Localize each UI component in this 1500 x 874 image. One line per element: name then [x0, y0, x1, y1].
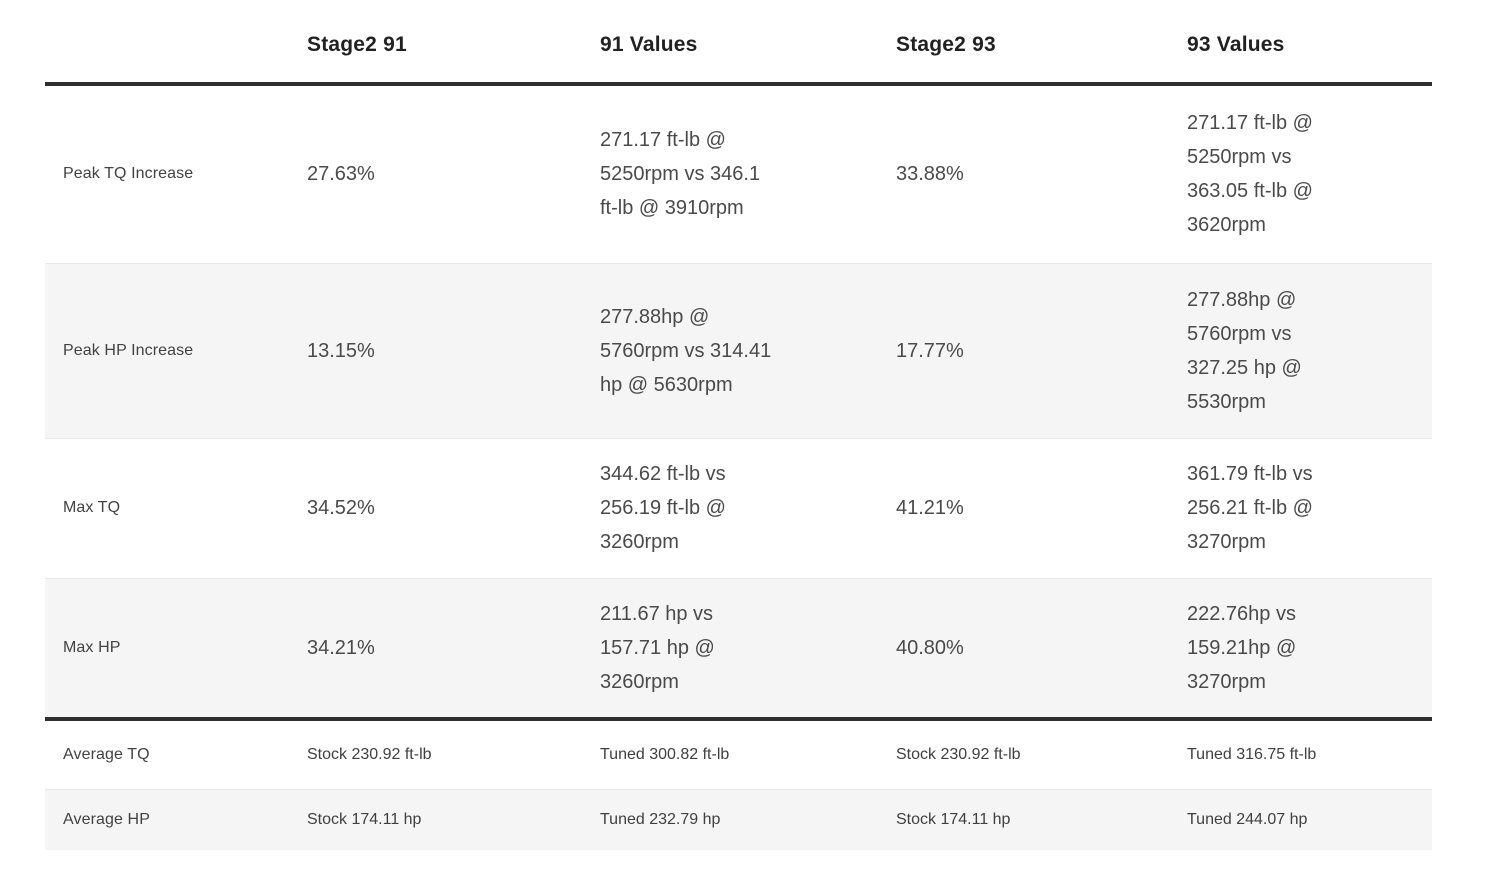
table-cell-stage2-93: 40.80%	[896, 636, 964, 659]
table-row-peak-tq-increase: Peak TQ Increase 27.63% 271.17 ft-lb @ 5…	[45, 84, 1432, 263]
table-cell-stage2-93: 17.77%	[896, 339, 964, 362]
table-cell-stage2-91: 27.63%	[307, 163, 375, 186]
table-cell-stage2-91: 34.21%	[307, 636, 375, 659]
row-label: Peak HP Increase	[63, 341, 194, 359]
table-cell-91-values: 277.88hp @ 5760rpm vs 314.41 hp @ 5630rp…	[600, 305, 772, 396]
table-cell-93-values: 222.76hp vs 159.21hp @ 3270rpm	[1187, 602, 1297, 693]
table-body: Peak TQ Increase 27.63% 271.17 ft-lb @ 5…	[45, 84, 1432, 850]
table-cell-91-values: 271.17 ft-lb @ 5250rpm vs 346.1 ft-lb @ …	[600, 129, 761, 220]
table-cell-91-values: 344.62 ft-lb vs 256.19 ft-lb @ 3260rpm	[600, 463, 726, 553]
table-cell-stage2-91: 13.15%	[307, 339, 375, 362]
dyno-comparison-table-wrap: Stage2 91 91 Values Stage2 93 93 Values …	[45, 0, 1432, 850]
table-cell-stage2-91: 34.52%	[307, 497, 375, 519]
row-label: Average TQ	[63, 745, 150, 763]
table-cell-91-values: 211.67 hp vs 157.71 hp @ 3260rpm	[600, 602, 715, 693]
column-header-stage2-91: Stage2 91	[289, 0, 582, 86]
table-cell-93-values: Tuned 316.75 ft-lb	[1187, 745, 1317, 763]
dyno-comparison-table: Stage2 91 91 Values Stage2 93 93 Values …	[45, 0, 1432, 850]
column-header-91-values: 91 Values	[582, 0, 878, 86]
table-row-max-tq: Max TQ 34.52% 344.62 ft-lb vs 256.19 ft-…	[45, 438, 1432, 578]
column-header-blank	[45, 0, 289, 86]
header-row: Stage2 91 91 Values Stage2 93 93 Values	[45, 0, 1432, 86]
column-header-stage2-93: Stage2 93	[878, 0, 1169, 86]
table-header: Stage2 91 91 Values Stage2 93 93 Values	[45, 0, 1432, 86]
row-label: Max TQ	[63, 499, 121, 516]
table-cell-stage2-93: 41.21%	[896, 497, 964, 519]
table-cell-stage2-93: Stock 174.11 hp	[896, 810, 1011, 828]
table-cell-91-values: Tuned 300.82 ft-lb	[600, 745, 730, 763]
table-cell-stage2-93: Stock 230.92 ft-lb	[896, 745, 1021, 763]
table-cell-stage2-93: 33.88%	[896, 163, 964, 186]
table-cell-93-values: Tuned 244.07 hp	[1187, 810, 1308, 828]
row-label: Peak TQ Increase	[63, 165, 194, 183]
table-row-average-hp: Average HP Stock 174.11 hp Tuned 232.79 …	[45, 789, 1432, 850]
table-cell-stage2-91: Stock 230.92 ft-lb	[307, 745, 432, 763]
table-row-average-tq: Average TQ Stock 230.92 ft-lb Tuned 300.…	[45, 719, 1432, 789]
table-cell-91-values: Tuned 232.79 hp	[600, 810, 721, 828]
table-cell-93-values: 361.79 ft-lb vs 256.21 ft-lb @ 3270rpm	[1187, 463, 1313, 553]
column-header-93-values: 93 Values	[1169, 0, 1432, 86]
table-cell-stage2-91: Stock 174.11 hp	[307, 810, 422, 828]
table-row-max-hp: Max HP 34.21% 211.67 hp vs 157.71 hp @ 3…	[45, 578, 1432, 719]
table-cell-93-values: 271.17 ft-lb @ 5250rpm vs 363.05 ft-lb @…	[1187, 112, 1313, 237]
table-row-peak-hp-increase: Peak HP Increase 13.15% 277.88hp @ 5760r…	[45, 263, 1432, 438]
row-label: Average HP	[63, 810, 150, 828]
row-label: Max HP	[63, 638, 121, 656]
table-cell-93-values: 277.88hp @ 5760rpm vs 327.25 hp @ 5530rp…	[1187, 288, 1302, 413]
